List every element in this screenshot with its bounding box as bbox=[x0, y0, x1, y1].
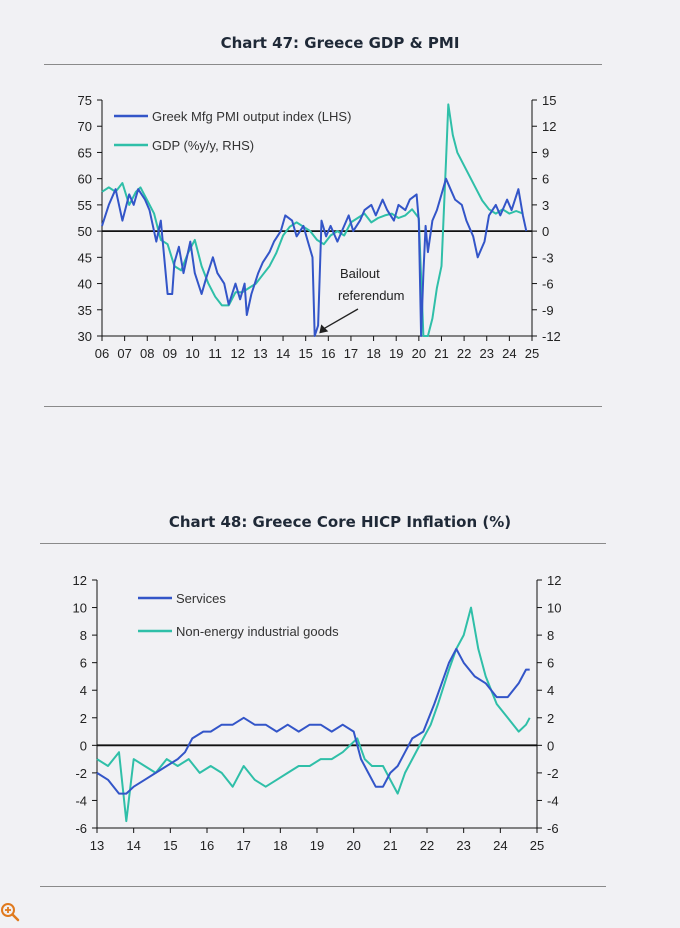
x-tick-label: 17 bbox=[344, 346, 358, 361]
x-tick-label: 09 bbox=[163, 346, 177, 361]
x-tick-label: 19 bbox=[310, 838, 324, 853]
right-tick-label: 0 bbox=[542, 224, 549, 239]
left-tick-label: 45 bbox=[78, 250, 92, 265]
right-tick-label: 2 bbox=[547, 711, 554, 726]
legend-label: Greek Mfg PMI output index (LHS) bbox=[152, 109, 351, 124]
x-tick-label: 15 bbox=[163, 838, 177, 853]
left-tick-label: 70 bbox=[78, 119, 92, 134]
right-tick-label: -3 bbox=[542, 250, 554, 265]
x-tick-label: 21 bbox=[434, 346, 448, 361]
right-tick-label: 3 bbox=[542, 198, 549, 213]
right-tick-label: -12 bbox=[542, 329, 561, 344]
legend-label: Services bbox=[176, 591, 226, 606]
x-tick-label: 14 bbox=[276, 346, 290, 361]
annotation-arrow bbox=[323, 308, 359, 329]
legend-label: Non-energy industrial goods bbox=[176, 624, 339, 639]
right-tick-label: 6 bbox=[542, 172, 549, 187]
left-tick-label: 30 bbox=[78, 329, 92, 344]
x-tick-label: 22 bbox=[420, 838, 434, 853]
x-tick-label: 07 bbox=[117, 346, 131, 361]
chart47-bottom-rule bbox=[44, 406, 602, 407]
x-tick-label: 21 bbox=[383, 838, 397, 853]
left-tick-label: 8 bbox=[80, 628, 87, 643]
right-tick-label: 10 bbox=[547, 601, 561, 616]
x-tick-label: 24 bbox=[502, 346, 516, 361]
right-tick-label: 4 bbox=[547, 683, 554, 698]
chart47-plot: 30 35 40 45 50 55 60 65 70 75 -12 -9 -6 -3 0 3 6 9 12 15 06 0… bbox=[78, 93, 561, 361]
chart47-top-rule bbox=[44, 64, 602, 65]
x-tick-label: 25 bbox=[530, 838, 544, 853]
annotation-text-line-2: referendum bbox=[338, 288, 404, 303]
left-tick-label: 60 bbox=[78, 172, 92, 187]
x-tick-label: 20 bbox=[412, 346, 426, 361]
legend-label: GDP (%y/y, RHS) bbox=[152, 138, 254, 153]
chart48-top-rule bbox=[40, 543, 606, 544]
annotation-arrowhead bbox=[319, 324, 329, 334]
left-tick-label: 2 bbox=[80, 711, 87, 726]
x-tick-label: 06 bbox=[95, 346, 109, 361]
left-tick-label: 10 bbox=[73, 601, 87, 616]
right-tick-label: -4 bbox=[547, 793, 559, 808]
x-tick-label: 14 bbox=[126, 838, 140, 853]
left-tick-label: -4 bbox=[75, 793, 87, 808]
x-tick-label: 08 bbox=[140, 346, 154, 361]
x-tick-label: 10 bbox=[185, 346, 199, 361]
left-tick-label: 12 bbox=[73, 573, 87, 588]
x-tick-label: 25 bbox=[525, 346, 539, 361]
series-line-1 bbox=[101, 177, 528, 337]
right-tick-label: -9 bbox=[542, 303, 554, 318]
x-tick-label: 12 bbox=[231, 346, 245, 361]
x-tick-label: 13 bbox=[90, 838, 104, 853]
right-tick-label: 12 bbox=[547, 573, 561, 588]
x-tick-label: 23 bbox=[456, 838, 470, 853]
left-tick-label: 0 bbox=[80, 738, 87, 753]
right-tick-label: 0 bbox=[547, 738, 554, 753]
x-tick-label: 13 bbox=[253, 346, 267, 361]
x-tick-label: 15 bbox=[298, 346, 312, 361]
x-tick-label: 19 bbox=[389, 346, 403, 361]
left-tick-label: 65 bbox=[78, 145, 92, 160]
x-tick-label: 20 bbox=[346, 838, 360, 853]
left-tick-label: 6 bbox=[80, 656, 87, 671]
left-tick-label: 40 bbox=[78, 277, 92, 292]
left-tick-label: 55 bbox=[78, 198, 92, 213]
x-tick-label: 18 bbox=[366, 346, 380, 361]
left-tick-label: 75 bbox=[78, 93, 92, 108]
x-tick-label: 16 bbox=[321, 346, 335, 361]
left-tick-label: -2 bbox=[75, 766, 87, 781]
zoom-in-icon[interactable] bbox=[0, 902, 20, 922]
right-tick-label: 6 bbox=[547, 656, 554, 671]
right-tick-label: -6 bbox=[542, 277, 554, 292]
left-tick-label: 50 bbox=[78, 224, 92, 239]
series-line-2 bbox=[96, 606, 531, 823]
series-line-1 bbox=[96, 647, 530, 795]
right-tick-label: 12 bbox=[542, 119, 556, 134]
x-tick-label: 23 bbox=[480, 346, 494, 361]
x-tick-label: 11 bbox=[208, 346, 222, 361]
chart48-bottom-rule bbox=[40, 886, 606, 887]
right-tick-label: 15 bbox=[542, 93, 556, 108]
chart47-title: Chart 47: Greece GDP & PMI bbox=[220, 34, 460, 52]
x-tick-label: 22 bbox=[457, 346, 471, 361]
x-tick-label: 17 bbox=[236, 838, 250, 853]
left-tick-label: -6 bbox=[75, 821, 87, 836]
right-tick-label: -6 bbox=[547, 821, 559, 836]
x-tick-label: 24 bbox=[493, 838, 507, 853]
annotation-text-line-1: Bailout bbox=[340, 266, 380, 281]
x-tick-label: 18 bbox=[273, 838, 287, 853]
right-tick-label: -2 bbox=[547, 766, 559, 781]
right-tick-label: 9 bbox=[542, 145, 549, 160]
x-tick-label: 16 bbox=[200, 838, 214, 853]
chart48-title: Chart 48: Greece Core HICP Inflation (%) bbox=[168, 513, 512, 531]
left-tick-label: 4 bbox=[80, 683, 87, 698]
left-tick-label: 35 bbox=[78, 303, 92, 318]
right-tick-label: 8 bbox=[547, 628, 554, 643]
